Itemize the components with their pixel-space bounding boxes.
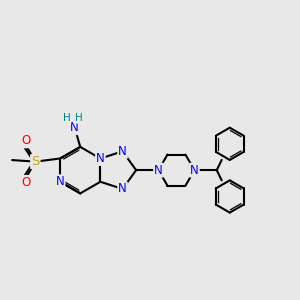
Text: H: H [74, 113, 82, 123]
Text: N: N [56, 175, 64, 188]
Text: N: N [70, 121, 79, 134]
Text: O: O [21, 176, 31, 189]
Text: H: H [63, 113, 70, 123]
Text: N: N [96, 152, 105, 165]
Text: N: N [118, 182, 127, 196]
Text: O: O [21, 134, 31, 147]
Text: N: N [118, 145, 127, 158]
Text: N: N [154, 164, 163, 177]
Text: N: N [190, 164, 199, 177]
Text: S: S [31, 155, 40, 168]
